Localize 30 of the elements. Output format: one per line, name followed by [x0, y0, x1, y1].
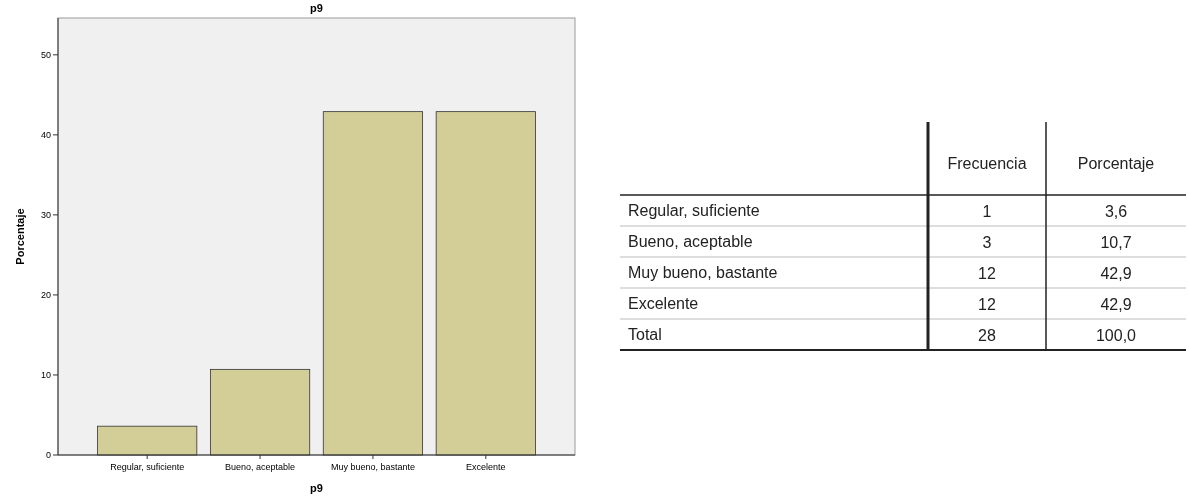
- data-label: 28: [978, 327, 996, 344]
- y-tick-label: 20: [40, 290, 51, 301]
- y-tick-label: 40: [40, 130, 51, 140]
- y-tick-label: 30: [40, 210, 51, 221]
- x-tick-label: Excelente: [466, 462, 506, 472]
- data-label: 3: [982, 234, 992, 251]
- y-tick-label: 10: [40, 370, 51, 381]
- category-label: Muy bueno, bastante: [628, 264, 778, 281]
- x-tick-label: Regular, suficiente: [110, 462, 185, 472]
- category-label: Excelente: [628, 295, 699, 312]
- data-label: 10,7: [1100, 234, 1132, 251]
- category-label: Total: [628, 326, 662, 343]
- data-label: 3,6: [1104, 203, 1128, 220]
- data-label: 1: [982, 203, 992, 220]
- data-label: 12: [978, 265, 996, 282]
- x-tick-label: Bueno, aceptable: [225, 462, 296, 472]
- data-label: 42,9: [1100, 296, 1132, 313]
- y-tick-label: 0: [45, 450, 51, 461]
- x-axis-title: p9: [310, 482, 323, 494]
- chart-title: p9: [310, 2, 323, 14]
- x-tick-label: Muy bueno, bastante: [330, 462, 415, 472]
- text: Porcentaje: [1077, 155, 1155, 172]
- data-label: 12: [978, 296, 996, 313]
- y-axis-title: Porcentaje: [14, 208, 26, 265]
- category-label: Bueno, aceptable: [628, 233, 753, 250]
- y-tick-label: 50: [40, 49, 51, 60]
- data-label: 100,0: [1095, 327, 1137, 344]
- data-label: 42,9: [1100, 265, 1132, 282]
- category-label: Regular, suficiente: [628, 202, 760, 219]
- text: Frecuencia: [947, 155, 1027, 172]
